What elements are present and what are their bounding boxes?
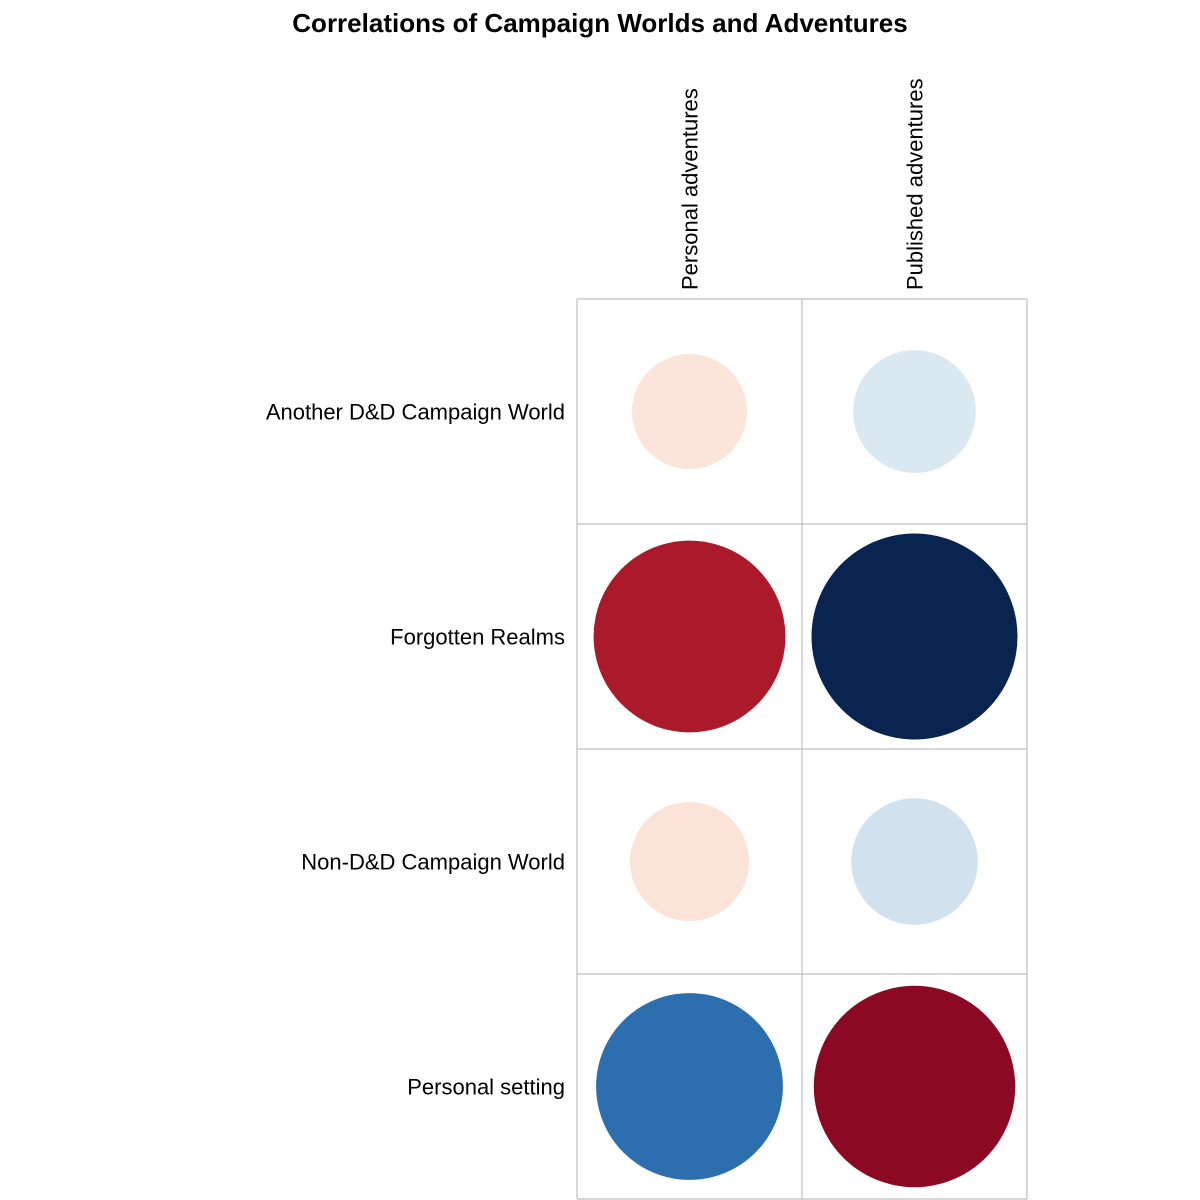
row-label-non-dandd-campaign-world: Non-D&D Campaign World <box>301 850 565 875</box>
row-label-another-dandd-campaign-world: Another D&D Campaign World <box>266 400 565 425</box>
cell-circle-forgotten-realms-published-adventures <box>811 533 1018 740</box>
grid-lines <box>576 298 1028 1200</box>
column-label-published-adventures: Published adventures <box>903 78 928 290</box>
correlation-cells <box>593 350 1018 1188</box>
column-labels: Personal adventures Published adventures <box>678 78 928 290</box>
row-labels: Another D&D Campaign World Forgotten Real… <box>266 400 565 1100</box>
column-label-personal-adventures: Personal adventures <box>678 88 703 290</box>
chart-title: Correlations of Campaign Worlds and Adve… <box>292 8 907 38</box>
cell-circle-forgotten-realms-personal-adventures <box>593 540 786 733</box>
cell-circle-personal-setting-published-adventures <box>813 985 1016 1188</box>
cell-circle-non-dandd-campaign-world-published-adventures <box>851 798 978 925</box>
row-label-forgotten-realms: Forgotten Realms <box>390 625 565 650</box>
cell-circle-non-dandd-campaign-world-personal-adventures <box>630 802 749 921</box>
cell-circle-another-dandd-campaign-world-personal-adventures <box>632 354 747 469</box>
cell-circle-another-dandd-campaign-world-published-adventures <box>853 350 976 473</box>
row-label-personal-setting: Personal setting <box>407 1075 565 1100</box>
cell-circle-personal-setting-personal-adventures <box>596 993 783 1180</box>
